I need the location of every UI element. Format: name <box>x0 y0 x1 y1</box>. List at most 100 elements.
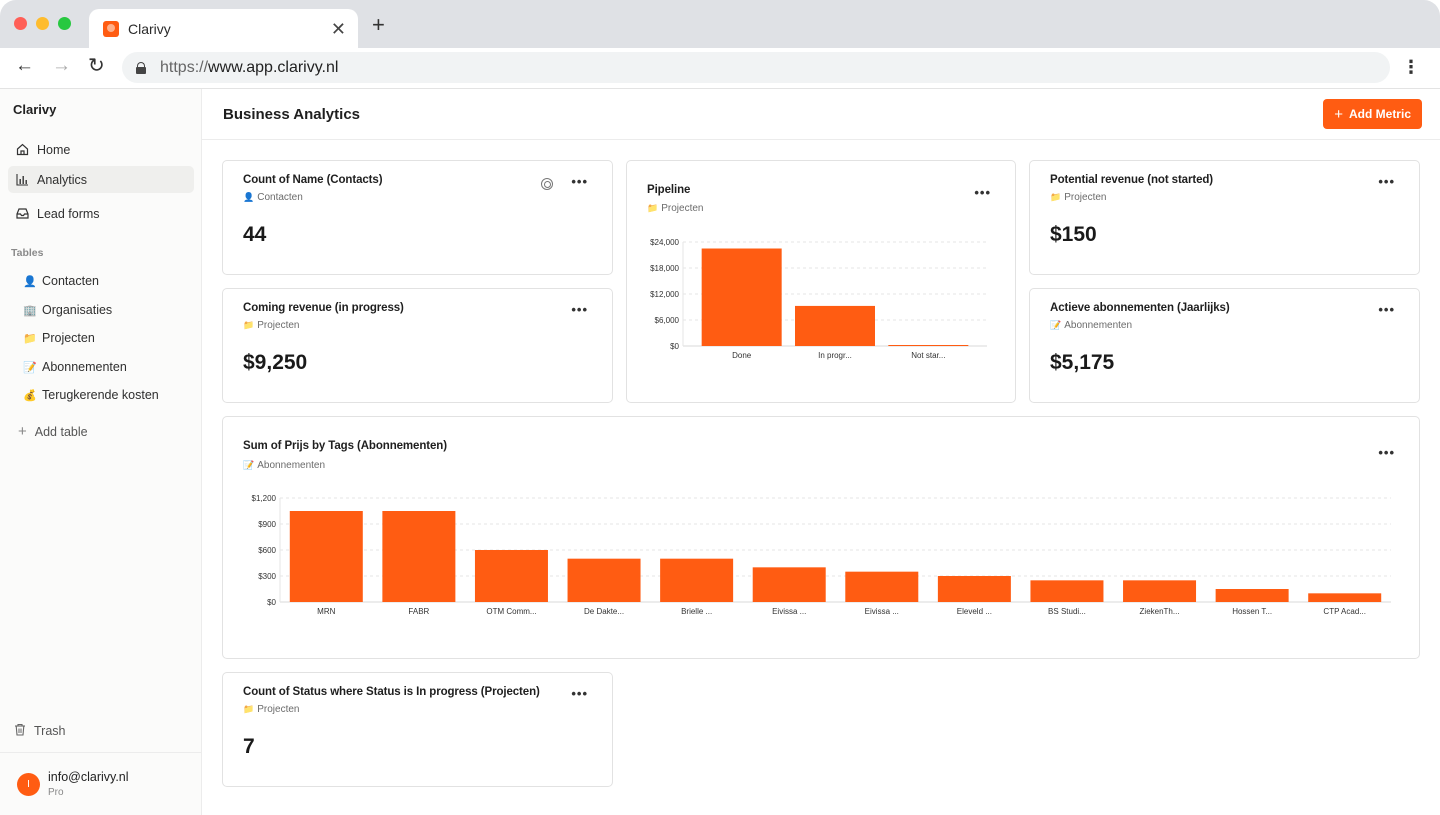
window-controls <box>14 17 71 30</box>
navigation-bar: ← → ↻ https://www.app.clarivy.nl ⋮ <box>0 48 1440 89</box>
forward-arrow-icon[interactable]: → <box>52 55 71 76</box>
y-tick-label: $1,200 <box>252 494 277 503</box>
maximize-window-button[interactable] <box>58 17 71 30</box>
y-tick-label: $18,000 <box>650 264 679 273</box>
metric-card-active-subscriptions[interactable]: Actieve abonnementen (Jaarlijks) 📝 Abonne… <box>1029 288 1420 403</box>
browser-menu-icon[interactable]: ⋮ <box>1402 57 1420 77</box>
address-bar[interactable]: https://www.app.clarivy.nl <box>122 52 1390 83</box>
home-icon <box>16 143 29 156</box>
sidebar-table-terugkerende-kosten[interactable]: 💰 Terugkerende kosten <box>8 382 194 408</box>
trash-button[interactable]: Trash <box>14 723 66 739</box>
page-title: Business Analytics <box>223 106 360 123</box>
browser-tab[interactable]: Clarivy ✕ <box>89 9 358 48</box>
metric-card-coming-revenue[interactable]: Coming revenue (in progress) 📁 Projecten … <box>222 288 613 403</box>
card-title: Count of Name (Contacts) <box>243 174 383 186</box>
card-value: $150 <box>1050 223 1097 246</box>
new-tab-button[interactable]: + <box>372 12 385 37</box>
tables-heading: Tables <box>11 247 44 259</box>
bar <box>888 345 969 346</box>
sidebar-table-projecten[interactable]: 📁 Projecten <box>8 325 194 351</box>
card-source: 📝 Abonnementen <box>1050 320 1132 331</box>
sidebar-item-analytics[interactable]: Analytics <box>8 166 194 193</box>
add-metric-button[interactable]: + Add Metric <box>1323 99 1422 129</box>
bar <box>795 305 875 346</box>
bar <box>1215 589 1289 602</box>
card-source: 📁 Projecten <box>243 704 299 715</box>
x-tick-label: Not star... <box>911 351 945 360</box>
y-tick-label: $6,000 <box>655 316 680 325</box>
close-window-button[interactable] <box>14 17 27 30</box>
sidebar-item-lead-forms[interactable]: Lead forms <box>8 200 194 227</box>
x-tick-label: Done <box>732 351 752 360</box>
more-options-icon[interactable]: ••• <box>1378 174 1395 189</box>
card-source-label: Projecten <box>257 320 300 331</box>
favicon-icon <box>103 20 119 37</box>
x-tick-label: Hossen T... <box>1232 607 1272 616</box>
pipeline-bar-chart: $0 $6,000 $12,000 $18,000 $24,000 Done In prog… <box>650 238 987 360</box>
folder-icon: 📁 <box>1050 192 1062 202</box>
sidebar-table-label: Contacten <box>42 274 99 288</box>
folder-icon: 📁 <box>647 203 659 213</box>
x-tick-label: Eleveld ... <box>957 607 992 616</box>
card-value: $9,250 <box>243 351 308 374</box>
more-options-icon[interactable]: ••• <box>571 686 588 701</box>
minimize-window-button[interactable] <box>36 17 49 30</box>
chart-card-pipeline[interactable]: Pipeline 📁 Projecten ••• $0 $6,000 $12,000 $… <box>626 160 1016 403</box>
metric-card-status-count[interactable]: Count of Status where Status is In progr… <box>222 672 613 787</box>
trash-label: Trash <box>34 724 66 738</box>
y-tick-label: $300 <box>258 572 276 581</box>
y-tick-label: $600 <box>258 546 276 555</box>
x-tick-label: Eivissa ... <box>772 607 806 616</box>
add-table-button[interactable]: + Add table <box>18 423 88 440</box>
back-arrow-icon[interactable]: ← <box>15 55 34 76</box>
url-text: https://www.app.clarivy.nl <box>160 58 339 76</box>
y-tick-label: $0 <box>670 342 679 351</box>
more-options-icon[interactable]: ••• <box>1378 445 1395 460</box>
sidebar-item-label: Lead forms <box>37 206 100 221</box>
chart-card-prijs-by-tags[interactable]: Sum of Prijs by Tags (Abonnementen) 📝 Abo… <box>222 416 1420 659</box>
sidebar-item-home[interactable]: Home <box>8 136 194 163</box>
more-options-icon[interactable]: ••• <box>974 185 991 200</box>
plus-icon: + <box>18 423 27 440</box>
sidebar-table-organisaties[interactable]: 🏢 Organisaties <box>8 297 194 323</box>
browser-chrome: Clarivy ✕ + ← → ↻ https://www.app.clariv… <box>0 0 1440 89</box>
bar <box>474 550 548 602</box>
metric-card-potential-revenue[interactable]: Potential revenue (not started) 📁 Project… <box>1029 160 1420 275</box>
sidebar-divider <box>0 752 201 753</box>
bar <box>752 567 826 602</box>
bar <box>1123 580 1197 602</box>
trash-icon <box>14 723 26 739</box>
card-source: 📁 Projecten <box>243 320 299 331</box>
card-title: Actieve abonnementen (Jaarlijks) <box>1050 302 1230 314</box>
bar <box>289 511 363 602</box>
workspace-name[interactable]: Clarivy <box>13 102 57 117</box>
more-options-icon[interactable]: ••• <box>1378 302 1395 317</box>
building-icon: 🏢 <box>23 304 37 317</box>
sidebar-item-label: Analytics <box>37 172 88 187</box>
plus-icon: + <box>1334 105 1343 123</box>
x-tick-label: CTP Acad... <box>1323 607 1366 616</box>
y-tick-label: $900 <box>258 520 276 529</box>
bar <box>1030 580 1104 602</box>
card-title: Coming revenue (in progress) <box>243 302 404 314</box>
more-options-icon[interactable]: ••• <box>571 174 588 189</box>
money-bag-icon: 💰 <box>23 389 37 402</box>
close-tab-icon[interactable]: ✕ <box>330 18 346 39</box>
more-options-icon[interactable]: ••• <box>571 302 588 317</box>
x-tick-label: ZiekenTh... <box>1140 607 1180 616</box>
sidebar-item-label: Home <box>37 142 71 157</box>
person-icon: 👤 <box>23 275 37 288</box>
sidebar-table-abonnementen[interactable]: 📝 Abonnementen <box>8 354 194 380</box>
main-header: Business Analytics + Add Metric <box>202 89 1440 140</box>
x-tick-label: FABR <box>408 607 429 616</box>
add-metric-label: Add Metric <box>1348 107 1411 121</box>
folder-icon: 📁 <box>23 332 37 345</box>
tab-title: Clarivy <box>128 20 171 37</box>
sidebar-table-contacten[interactable]: 👤 Contacten <box>8 268 194 294</box>
metric-card-contacts-count[interactable]: Count of Name (Contacts) 👤 Contacten 44 •… <box>222 160 613 275</box>
reload-icon[interactable]: ↻ <box>88 55 105 77</box>
user-account[interactable]: I info@clarivy.nl Pro <box>17 770 129 798</box>
bar <box>1308 593 1382 602</box>
card-source-label: Projecten <box>1064 192 1107 203</box>
target-icon[interactable] <box>541 178 553 190</box>
